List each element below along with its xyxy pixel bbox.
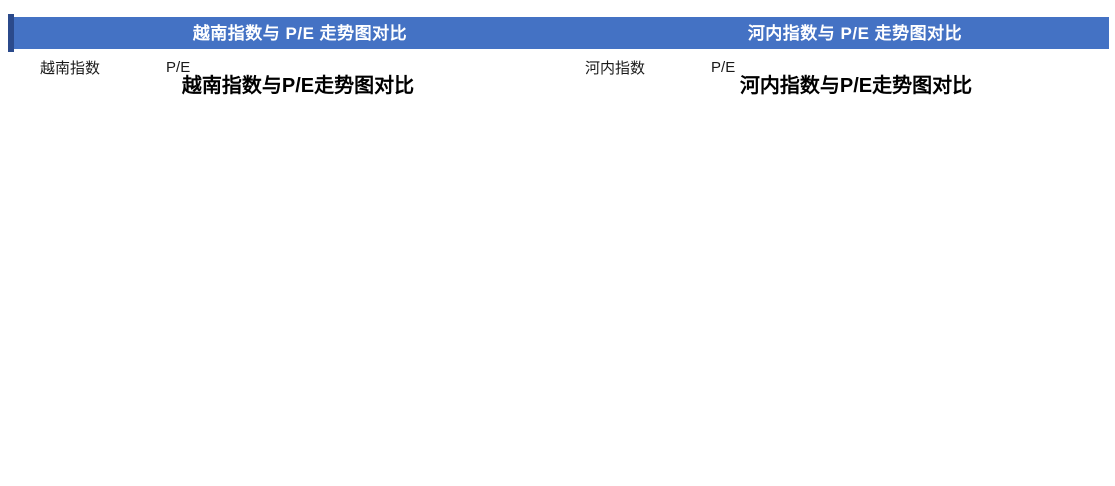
legend-item: P/E: [671, 59, 735, 76]
header-bar: [14, 17, 1109, 49]
hanoi-index-plot: [545, 56, 1115, 486]
legend-item: 越南指数: [0, 57, 100, 78]
index-line-swatch: [545, 65, 578, 69]
legend-label: P/E: [711, 58, 736, 76]
header-title-left: 越南指数与 P/E 走势图对比: [192, 24, 408, 43]
legend-item: 河内指数: [545, 57, 645, 78]
vn-chart-title: 越南指数与P/E走势图对比: [181, 75, 415, 97]
hanoi-chart-legend: 河内指数 P/E: [545, 56, 735, 78]
legend-item: P/E: [126, 59, 190, 76]
legend-label: 越南指数: [40, 59, 101, 77]
header-divider-nub: [546, 49, 568, 54]
header-left-edge: [8, 14, 14, 52]
hanoi-index-chart-panel: 河内指数与P/E走势图对比 河内指数 P/E: [545, 56, 1115, 486]
vn-index-plot: [0, 56, 545, 486]
hanoi-chart-title: 河内指数与P/E走势图对比: [739, 75, 973, 97]
vn-index-chart-panel: 越南指数与P/E走势图对比 越南指数 P/E: [0, 56, 545, 486]
legend-label: 河内指数: [585, 59, 646, 77]
pe-line-swatch: [126, 65, 159, 69]
index-line-swatch: [0, 65, 33, 69]
header-title-right: 河内指数与 P/E 走势图对比: [747, 24, 963, 43]
pe-line-swatch: [671, 65, 704, 69]
vn-chart-legend: 越南指数 P/E: [0, 56, 190, 78]
legend-label: P/E: [166, 58, 191, 76]
